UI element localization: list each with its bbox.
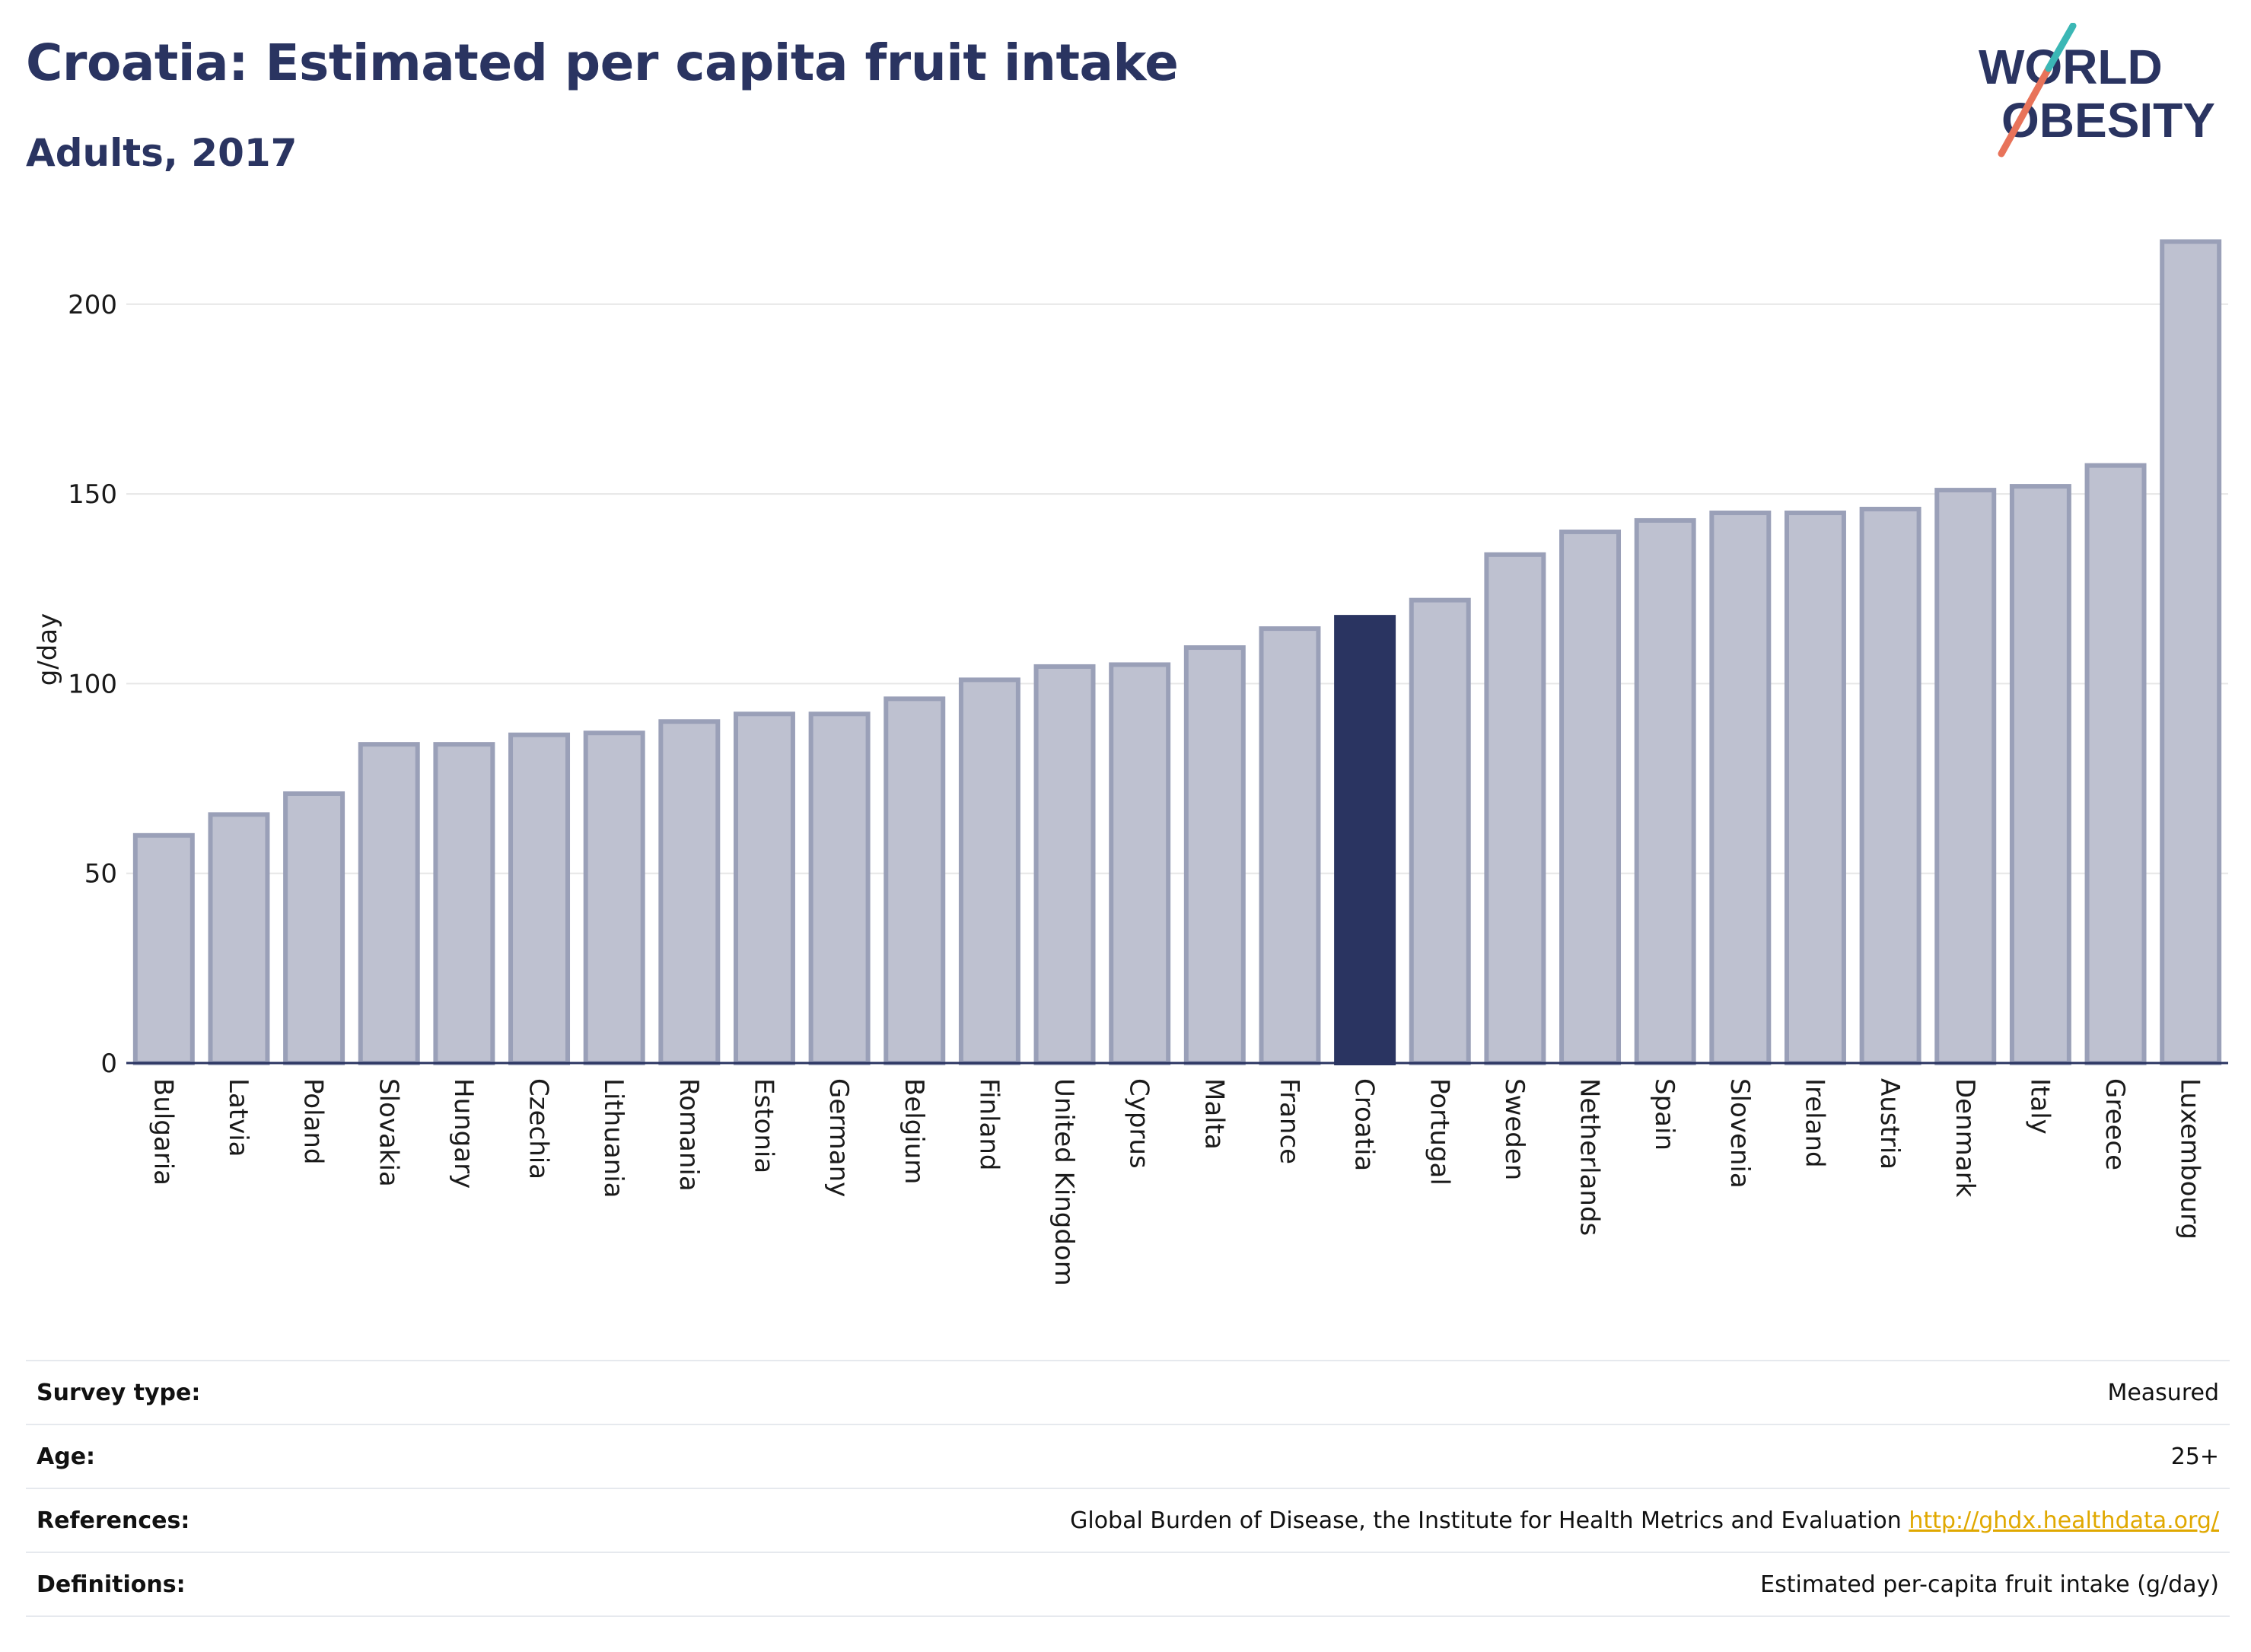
x-tick-label: Belgium <box>899 1078 929 1184</box>
x-tick-label: Cyprus <box>1124 1078 1154 1169</box>
bar <box>1559 529 1622 1065</box>
bar <box>283 791 345 1065</box>
x-tick-label: Lithuania <box>598 1078 629 1198</box>
x-tick-label: Malta <box>1199 1078 1229 1150</box>
x-tick-label: Italy <box>2024 1078 2055 1135</box>
definitions-value: Estimated per-capita fruit intake (g/day… <box>1760 1571 2219 1598</box>
x-tick-label: Hungary <box>448 1078 479 1189</box>
references-value: Global Burden of Disease, the Institute … <box>1070 1507 2219 1534</box>
info-row-age: Age: 25+ <box>26 1424 2230 1488</box>
x-tick-label: Netherlands <box>1574 1078 1605 1236</box>
x-tick-label: Poland <box>298 1078 329 1165</box>
x-tick-label: Denmark <box>1950 1078 1980 1198</box>
bar <box>1709 510 1772 1065</box>
x-tick-label: Ireland <box>1799 1078 1829 1168</box>
bar <box>733 711 795 1065</box>
bar <box>583 731 645 1066</box>
bar <box>2084 463 2147 1065</box>
x-tick-label: Estonia <box>748 1078 778 1173</box>
bar <box>132 832 195 1065</box>
chart-title: Croatia: Estimated per capita fruit inta… <box>26 33 1179 92</box>
bar <box>1934 488 1997 1065</box>
x-tick-label: Austria <box>1874 1078 1905 1170</box>
x-tick-label: France <box>1274 1078 1304 1164</box>
bar <box>1183 645 1246 1065</box>
info-row-survey-type: Survey type: Measured <box>26 1360 2230 1424</box>
bar <box>433 742 495 1065</box>
definitions-label: Definitions: <box>37 1571 186 1598</box>
info-row-references: References: Global Burden of Disease, th… <box>26 1488 2230 1552</box>
x-tick-label: Portugal <box>1424 1078 1454 1186</box>
references-label: References: <box>37 1507 190 1534</box>
bar <box>1634 517 1696 1065</box>
bar <box>1784 510 1846 1065</box>
bar <box>658 719 721 1065</box>
logo-slash-coral <box>1998 65 2052 158</box>
y-tick-label: 50 <box>84 859 117 890</box>
bar <box>1033 664 1096 1065</box>
y-tick-label: 0 <box>100 1049 117 1079</box>
bar-chart: 0 50 100 150 200 g/day Bulgaria Latvia Poland Slo… <box>33 239 2228 1286</box>
bar <box>958 677 1020 1065</box>
x-tick-label: Croatia <box>1349 1078 1380 1171</box>
bar <box>2160 239 2222 1065</box>
x-tick-label: Greece <box>2100 1078 2130 1170</box>
y-axis-label: g/day <box>33 613 63 686</box>
references-text: Global Burden of Disease, the Institute … <box>1070 1507 1902 1534</box>
survey-type-label: Survey type: <box>37 1380 201 1406</box>
x-tick-label: Slovakia <box>373 1078 403 1187</box>
age-value: 25+ <box>2170 1444 2219 1470</box>
bar <box>1334 615 1396 1065</box>
bar <box>1409 597 1471 1065</box>
x-tick-label: Finland <box>973 1078 1004 1171</box>
y-tick-label: 150 <box>68 479 117 510</box>
x-tick-label: Bulgaria <box>148 1078 178 1186</box>
bar <box>2009 484 2071 1065</box>
x-tick-label: Slovenia <box>1724 1078 1755 1189</box>
y-tick-label: 100 <box>68 669 117 699</box>
info-row-definitions: Definitions: Estimated per-capita fruit … <box>26 1552 2230 1617</box>
world-obesity-logo: WORLD OBESITY <box>1979 23 2215 158</box>
x-tick-label: Latvia <box>223 1078 253 1157</box>
x-tick-label: Spain <box>1649 1078 1679 1151</box>
x-tick-label: Luxembourg <box>2175 1078 2205 1240</box>
bar <box>1109 662 1171 1065</box>
x-tick-label: Germany <box>823 1078 854 1197</box>
bar <box>208 812 270 1065</box>
bar <box>1484 552 1546 1065</box>
bar <box>1859 507 1921 1065</box>
logo-slash-teal <box>2045 23 2077 72</box>
bar <box>1259 626 1321 1065</box>
bar <box>358 742 420 1065</box>
chart-subtitle: Adults, 2017 <box>26 131 298 175</box>
x-tick-label: Czechia <box>524 1078 554 1179</box>
logo-line2: OBESITY <box>2001 93 2215 148</box>
bar <box>808 711 871 1065</box>
age-label: Age: <box>37 1444 96 1470</box>
references-link[interactable]: http://ghdx.healthdata.org/ <box>1909 1507 2219 1534</box>
x-tick-label: Romania <box>673 1078 704 1192</box>
survey-type-value: Measured <box>2107 1380 2219 1406</box>
x-tick-label: United Kingdom <box>1049 1078 1079 1286</box>
bar <box>508 732 571 1065</box>
logo-line1: WORLD <box>1979 40 2163 94</box>
y-tick-label: 200 <box>68 290 117 320</box>
bar <box>884 696 946 1065</box>
info-table: Survey type: Measured Age: 25+ Reference… <box>26 1360 2230 1617</box>
x-tick-label: Sweden <box>1499 1078 1530 1180</box>
